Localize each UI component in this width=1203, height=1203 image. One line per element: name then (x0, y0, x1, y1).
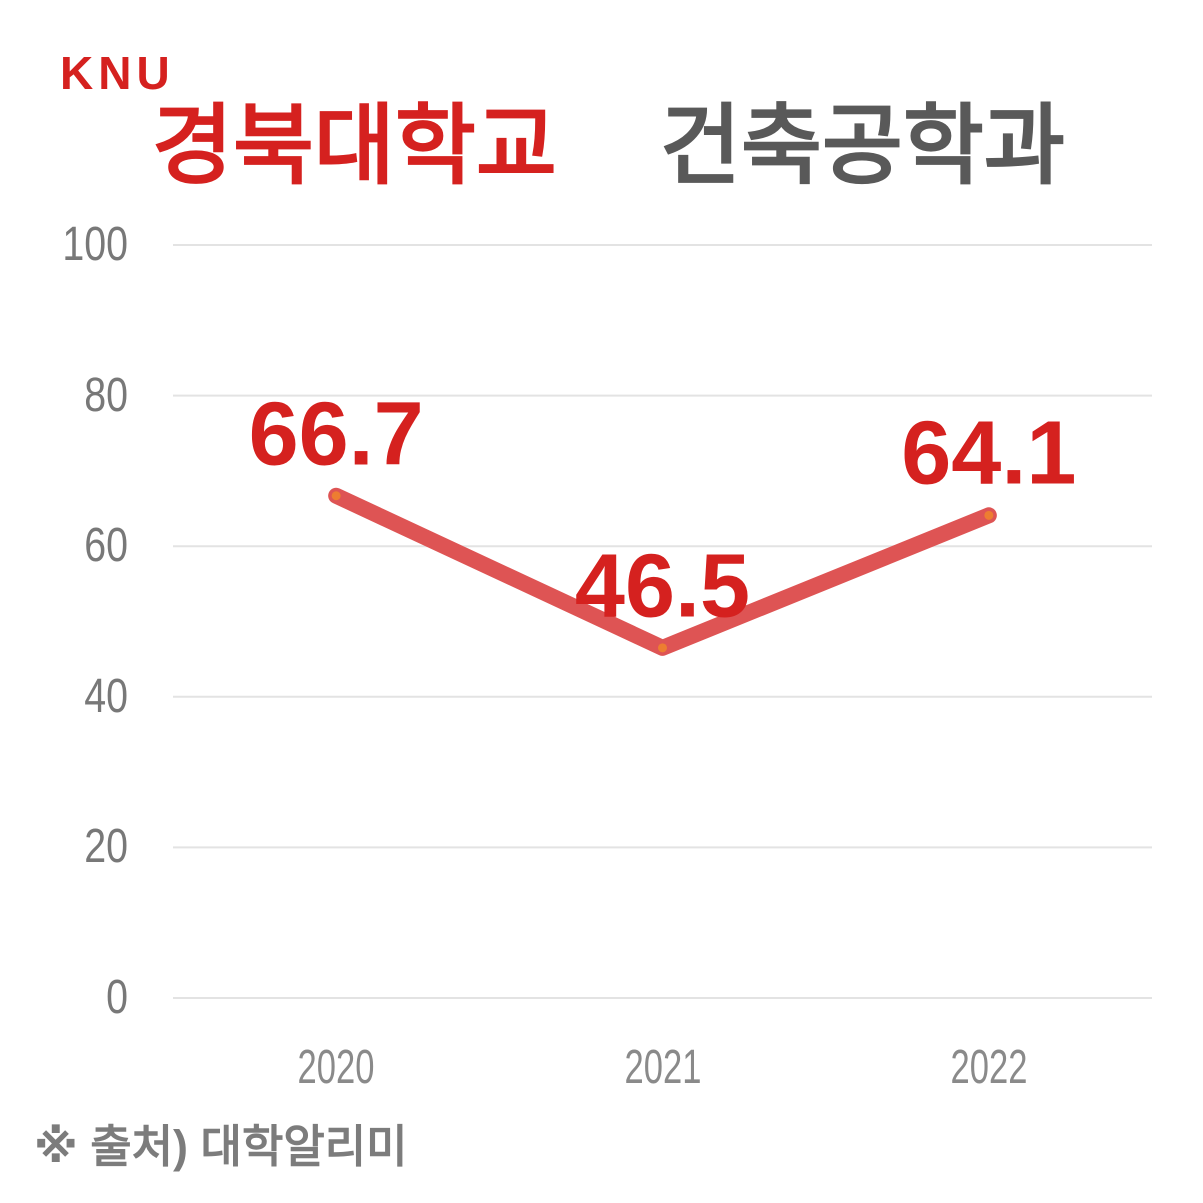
x-axis-tick-label: 2022 (950, 1041, 1028, 1094)
y-axis-tick-label: 40 (84, 669, 128, 723)
y-axis-tick-label: 0 (106, 971, 128, 1024)
data-point-marker (658, 643, 667, 653)
data-label: 64.1 (901, 403, 1077, 504)
data-label: 46.5 (574, 536, 751, 637)
data-point-marker (984, 510, 994, 520)
chart-title-university: 경북대학교 (152, 96, 557, 195)
knu-logo: KNU (60, 47, 175, 99)
chart-title-department: 건축공학과 (660, 96, 1065, 195)
data-point-marker (331, 491, 341, 501)
x-axis-tick-label: 2020 (297, 1041, 375, 1094)
y-axis-tick-label: 80 (84, 368, 128, 422)
source-note: ※ 출처) 대학알리미 (34, 1121, 408, 1172)
y-axis-tick-label: 60 (84, 519, 128, 573)
y-axis-tick-label: 100 (62, 218, 129, 271)
data-label: 66.7 (248, 384, 424, 485)
x-axis-tick-label: 2021 (624, 1041, 701, 1094)
y-axis-tick-label: 20 (84, 820, 128, 874)
